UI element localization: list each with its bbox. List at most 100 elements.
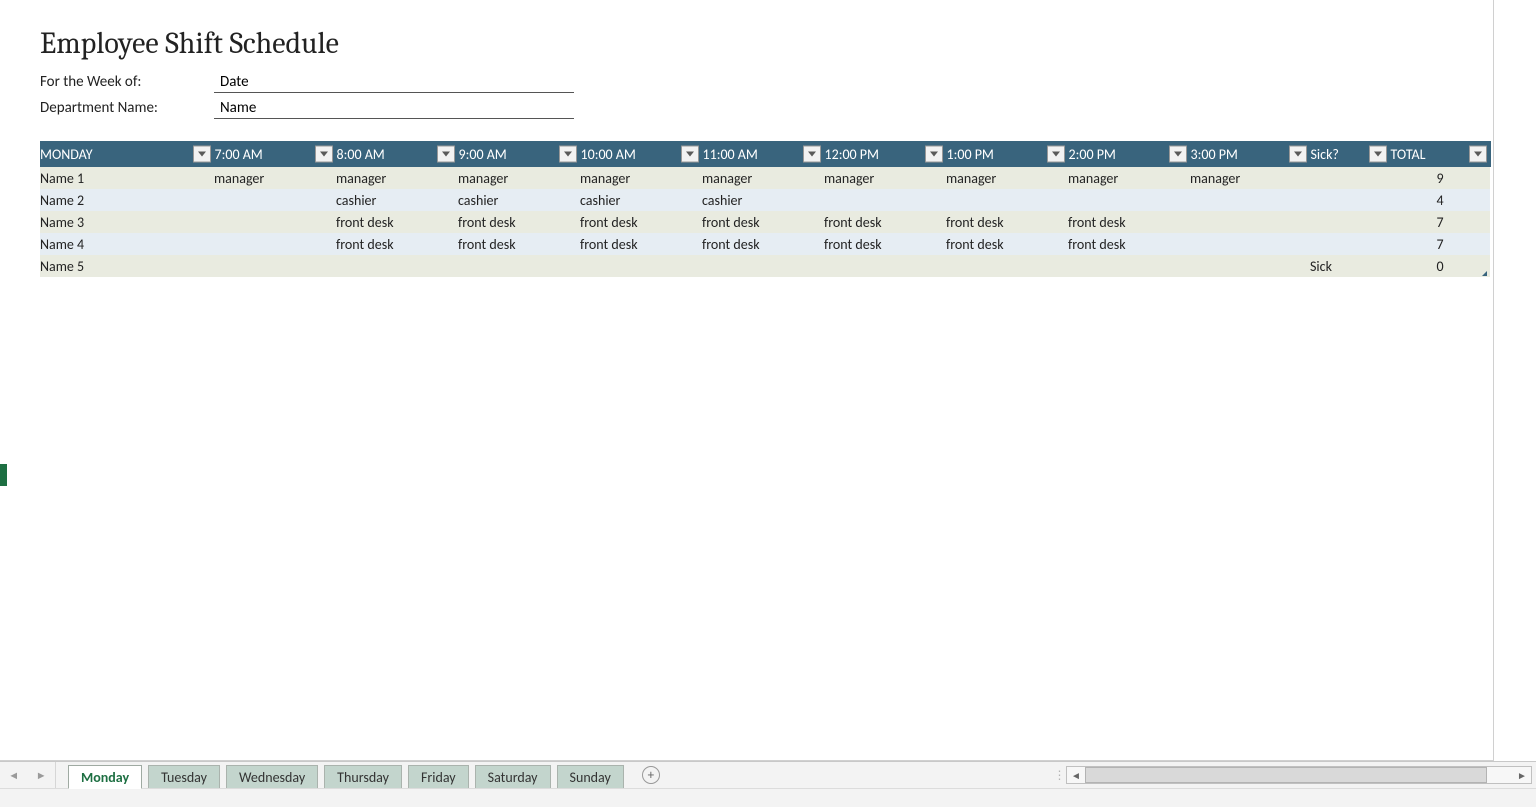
filter-dropdown-icon[interactable] — [1169, 146, 1187, 163]
filter-dropdown-icon[interactable] — [1289, 146, 1307, 163]
shift-cell[interactable] — [1068, 189, 1190, 211]
col-header[interactable]: 2:00 PM — [1068, 141, 1190, 167]
sheet-nav-next-icon[interactable]: ► — [32, 769, 51, 782]
filter-dropdown-icon[interactable] — [925, 146, 943, 163]
sheet-nav-prev-icon[interactable]: ◄ — [4, 769, 23, 782]
shift-cell[interactable]: manager — [1190, 167, 1310, 189]
shift-cell[interactable]: front desk — [824, 233, 946, 255]
shift-cell[interactable]: front desk — [702, 233, 824, 255]
filter-dropdown-icon[interactable] — [1369, 146, 1387, 163]
shift-cell[interactable] — [824, 255, 946, 277]
shift-cell[interactable]: cashier — [580, 189, 702, 211]
sick-cell[interactable]: Sick — [1310, 255, 1390, 277]
employee-name-cell[interactable]: Name 4 — [40, 233, 214, 255]
filter-dropdown-icon[interactable] — [681, 146, 699, 163]
col-header[interactable]: 1:00 PM — [946, 141, 1068, 167]
shift-cell[interactable] — [214, 211, 336, 233]
shift-cell[interactable]: front desk — [702, 211, 824, 233]
filter-dropdown-icon[interactable] — [193, 146, 211, 163]
filter-dropdown-icon[interactable] — [1047, 146, 1065, 163]
col-header[interactable]: MONDAY — [40, 141, 214, 167]
sick-cell[interactable] — [1310, 167, 1390, 189]
shift-cell[interactable]: front desk — [458, 211, 580, 233]
shift-cell[interactable]: manager — [336, 167, 458, 189]
employee-name-cell[interactable]: Name 5 — [40, 255, 214, 277]
col-header[interactable]: 12:00 PM — [824, 141, 946, 167]
shift-cell[interactable]: front desk — [824, 211, 946, 233]
shift-cell[interactable]: manager — [946, 167, 1068, 189]
shift-cell[interactable]: front desk — [336, 211, 458, 233]
shift-cell[interactable]: front desk — [580, 233, 702, 255]
horizontal-scrollbar[interactable]: ◄ ► — [1066, 766, 1532, 784]
total-cell: 7 — [1390, 211, 1490, 233]
shift-cell[interactable]: cashier — [702, 189, 824, 211]
shift-cell[interactable]: cashier — [336, 189, 458, 211]
sheet-tab[interactable]: Tuesday — [148, 765, 220, 789]
sheet-tab[interactable]: Monday — [68, 765, 142, 789]
col-header[interactable]: 3:00 PM — [1190, 141, 1310, 167]
shift-cell[interactable]: front desk — [336, 233, 458, 255]
col-header[interactable]: Sick? — [1310, 141, 1390, 167]
employee-name-cell[interactable]: Name 2 — [40, 189, 214, 211]
shift-cell[interactable] — [824, 189, 946, 211]
sheet-tab[interactable]: Friday — [408, 765, 469, 789]
employee-name-cell[interactable]: Name 3 — [40, 211, 214, 233]
sheet-nav-arrows[interactable]: ◄ ► — [0, 762, 56, 788]
shift-cell[interactable] — [946, 255, 1068, 277]
shift-cell[interactable] — [1190, 189, 1310, 211]
employee-name-cell[interactable]: Name 1 — [40, 167, 214, 189]
filter-dropdown-icon[interactable] — [1469, 146, 1487, 163]
hscroll-track[interactable] — [1085, 767, 1513, 783]
shift-cell[interactable]: front desk — [580, 211, 702, 233]
shift-cell[interactable] — [336, 255, 458, 277]
table-resize-corner-icon[interactable] — [1482, 271, 1487, 276]
sheet-tab[interactable]: Thursday — [324, 765, 402, 789]
col-header[interactable]: 7:00 AM — [214, 141, 336, 167]
filter-dropdown-icon[interactable] — [559, 146, 577, 163]
shift-cell[interactable]: manager — [458, 167, 580, 189]
shift-cell[interactable]: front desk — [458, 233, 580, 255]
shift-cell[interactable]: manager — [824, 167, 946, 189]
week-of-value[interactable]: Date — [214, 72, 574, 93]
filter-dropdown-icon[interactable] — [437, 146, 455, 163]
shift-cell[interactable] — [1190, 211, 1310, 233]
shift-cell[interactable]: cashier — [458, 189, 580, 211]
col-header[interactable]: 11:00 AM — [702, 141, 824, 167]
shift-cell[interactable] — [946, 189, 1068, 211]
shift-cell[interactable]: front desk — [1068, 211, 1190, 233]
hscroll-left-icon[interactable]: ◄ — [1067, 767, 1085, 783]
hscroll-right-icon[interactable]: ► — [1513, 767, 1531, 783]
sheet-tab[interactable]: Sunday — [557, 765, 624, 789]
shift-cell[interactable]: manager — [214, 167, 336, 189]
shift-cell[interactable] — [1068, 255, 1190, 277]
shift-cell[interactable]: front desk — [946, 211, 1068, 233]
shift-cell[interactable]: manager — [580, 167, 702, 189]
shift-cell[interactable] — [580, 255, 702, 277]
sick-cell[interactable] — [1310, 211, 1390, 233]
tabstrip-splitter-icon[interactable]: ⋮ — [1054, 762, 1066, 788]
sheet-tab[interactable]: Wednesday — [226, 765, 318, 789]
col-header[interactable]: TOTAL — [1390, 141, 1490, 167]
shift-cell[interactable] — [1190, 233, 1310, 255]
sick-cell[interactable] — [1310, 233, 1390, 255]
hscroll-thumb[interactable] — [1085, 767, 1487, 783]
dept-name-value[interactable]: Name — [214, 98, 574, 119]
shift-cell[interactable]: manager — [1068, 167, 1190, 189]
shift-cell[interactable]: manager — [702, 167, 824, 189]
shift-cell[interactable] — [214, 255, 336, 277]
col-header[interactable]: 10:00 AM — [580, 141, 702, 167]
shift-cell[interactable] — [214, 189, 336, 211]
shift-cell[interactable] — [702, 255, 824, 277]
shift-cell[interactable]: front desk — [946, 233, 1068, 255]
shift-cell[interactable]: front desk — [1068, 233, 1190, 255]
filter-dropdown-icon[interactable] — [803, 146, 821, 163]
new-sheet-button[interactable]: + — [638, 762, 664, 788]
shift-cell[interactable] — [458, 255, 580, 277]
shift-cell[interactable] — [214, 233, 336, 255]
sheet-tab[interactable]: Saturday — [475, 765, 551, 789]
sick-cell[interactable] — [1310, 189, 1390, 211]
shift-cell[interactable] — [1190, 255, 1310, 277]
filter-dropdown-icon[interactable] — [315, 146, 333, 163]
col-header[interactable]: 9:00 AM — [458, 141, 580, 167]
col-header[interactable]: 8:00 AM — [336, 141, 458, 167]
